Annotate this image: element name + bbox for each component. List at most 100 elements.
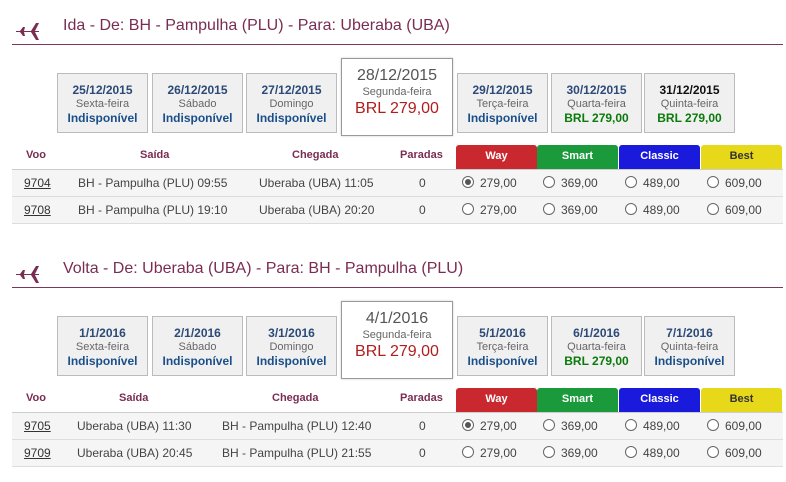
radio[interactable]: [625, 203, 637, 215]
departure: Uberaba (UBA) 20:45: [77, 446, 193, 460]
flight-number-link[interactable]: 9705: [24, 419, 51, 433]
weekday-label: Domingo: [269, 341, 314, 353]
date-label: 25/12/2015: [72, 83, 133, 97]
radio[interactable]: [707, 446, 719, 458]
radio[interactable]: [707, 419, 719, 431]
radio[interactable]: [625, 446, 637, 458]
date-label: 1/1/2016: [79, 326, 126, 340]
date-label: 30/12/2015: [566, 83, 627, 97]
date-option[interactable]: 3/1/2016 Domingo Indisponível: [246, 316, 337, 376]
date-status: Indisponível: [256, 354, 327, 368]
table-row: 9708 BH - Pampulha (PLU) 19:10 Uberaba (…: [12, 197, 783, 224]
fare-price: 369,00: [561, 203, 598, 217]
col-saida: Saída: [140, 149, 170, 161]
section-title: Volta - De: Uberaba (UBA) - Para: BH - P…: [63, 260, 464, 277]
fare-way-header: Way: [456, 388, 537, 412]
fare-smart-option[interactable]: 369,00: [537, 418, 618, 434]
date-label: 3/1/2016: [268, 326, 315, 340]
fare-best-option[interactable]: 609,00: [701, 175, 782, 191]
fare-classic-option[interactable]: 489,00: [619, 445, 700, 461]
date-option[interactable]: 7/1/2016 Quinta-feira Indisponível: [644, 316, 735, 376]
date-label: 31/12/2015: [659, 83, 720, 97]
radio[interactable]: [462, 203, 474, 215]
radio[interactable]: [543, 203, 555, 215]
fare-price: 489,00: [643, 203, 680, 217]
fare-way-option[interactable]: 279,00: [456, 202, 537, 218]
fare-price: 609,00: [725, 446, 762, 460]
fare-way-option[interactable]: 279,00: [456, 418, 537, 434]
fare-price: 369,00: [561, 446, 598, 460]
date-option[interactable]: 29/12/2015 Terça-feira Indisponível: [457, 73, 548, 133]
date-status: Indisponível: [256, 111, 327, 125]
fare-price: 279,00: [480, 203, 517, 217]
radio[interactable]: [707, 203, 719, 215]
fare-smart-option[interactable]: 369,00: [537, 175, 618, 191]
date-option-selected[interactable]: 28/12/2015 Segunda-feira BRL 279,00: [341, 58, 453, 136]
fare-best-header: Best: [701, 388, 782, 412]
table-row: 9704 BH - Pampulha (PLU) 09:55 Uberaba (…: [12, 170, 783, 197]
plane-icon: [16, 266, 39, 283]
weekday-label: Quinta-feira: [660, 341, 719, 353]
date-option[interactable]: 2/1/2016 Sábado Indisponível: [152, 316, 243, 376]
date-status: Indisponível: [467, 111, 538, 125]
flight-number-link[interactable]: 9709: [24, 446, 51, 460]
fare-classic-option[interactable]: 489,00: [619, 175, 700, 191]
fare-way-option[interactable]: 279,00: [456, 175, 537, 191]
radio-selected[interactable]: [462, 419, 474, 431]
fare-way-option[interactable]: 279,00: [456, 445, 537, 461]
weekday-label: Terça-feira: [476, 341, 529, 353]
fare-price: 489,00: [643, 446, 680, 460]
date-option[interactable]: 5/1/2016 Terça-feira Indisponível: [457, 316, 548, 376]
date-price: BRL 279,00: [564, 111, 629, 125]
col-chegada: Chegada: [292, 149, 339, 161]
flight-number-link[interactable]: 9708: [24, 203, 51, 217]
stops: 0: [419, 176, 426, 190]
date-label: 4/1/2016: [365, 310, 429, 327]
fare-classic-header: Classic: [619, 145, 700, 169]
date-status: Indisponível: [654, 354, 725, 368]
radio[interactable]: [707, 176, 719, 188]
fare-smart-option[interactable]: 369,00: [537, 202, 618, 218]
date-option[interactable]: 6/1/2016 Quarta-feira BRL 279,00: [551, 316, 642, 376]
radio[interactable]: [625, 419, 637, 431]
weekday-label: Terça-feira: [476, 98, 529, 110]
plane-icon: [16, 23, 39, 40]
date-status: Indisponível: [162, 354, 233, 368]
inbound-header: Volta - De: Uberaba (UBA) - Para: BH - P…: [12, 255, 783, 288]
date-price: BRL 279,00: [657, 111, 722, 125]
radio[interactable]: [543, 176, 555, 188]
date-option[interactable]: 30/12/2015 Quarta-feira BRL 279,00: [551, 73, 642, 133]
radio-selected[interactable]: [462, 176, 474, 188]
date-option[interactable]: 1/1/2016 Sexta-feira Indisponível: [57, 316, 148, 376]
fare-way-header: Way: [456, 145, 537, 169]
fare-price: 279,00: [480, 419, 517, 433]
weekday-label: Segunda-feira: [362, 86, 432, 98]
fare-classic-option[interactable]: 489,00: [619, 202, 700, 218]
fare-classic-option[interactable]: 489,00: [619, 418, 700, 434]
date-label: 7/1/2016: [666, 326, 713, 340]
date-label: 27/12/2015: [261, 83, 322, 97]
weekday-label: Sexta-feira: [75, 341, 130, 353]
fare-price: 369,00: [561, 419, 598, 433]
col-paradas: Paradas: [400, 392, 443, 404]
radio[interactable]: [462, 446, 474, 458]
date-label: 28/12/2015: [356, 67, 438, 84]
fare-best-option[interactable]: 609,00: [701, 202, 782, 218]
col-paradas: Paradas: [400, 149, 443, 161]
fare-smart-header: Smart: [537, 145, 618, 169]
fare-best-option[interactable]: 609,00: [701, 418, 782, 434]
departure: BH - Pampulha (PLU) 09:55: [78, 176, 228, 190]
fare-best-option[interactable]: 609,00: [701, 445, 782, 461]
date-option[interactable]: 26/12/2015 Sábado Indisponível: [152, 73, 243, 133]
radio[interactable]: [543, 419, 555, 431]
date-option[interactable]: 27/12/2015 Domingo Indisponível: [246, 73, 337, 133]
fare-smart-option[interactable]: 369,00: [537, 445, 618, 461]
weekday-label: Domingo: [269, 98, 314, 110]
date-option[interactable]: 25/12/2015 Sexta-feira Indisponível: [57, 73, 148, 133]
date-option-selected[interactable]: 4/1/2016 Segunda-feira BRL 279,00: [341, 301, 453, 379]
radio[interactable]: [625, 176, 637, 188]
flight-number-link[interactable]: 9704: [24, 176, 51, 190]
fare-smart-header: Smart: [537, 388, 618, 412]
radio[interactable]: [543, 446, 555, 458]
date-option[interactable]: 31/12/2015 Quinta-feira BRL 279,00: [644, 73, 735, 133]
